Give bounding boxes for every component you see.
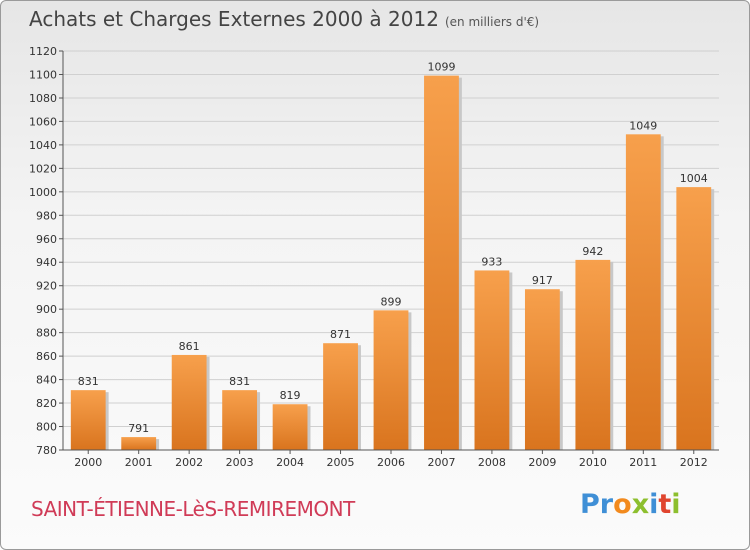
- bar: [121, 437, 157, 450]
- bar-value-label: 831: [78, 375, 99, 388]
- y-tick-label: 1060: [29, 115, 57, 128]
- bar: [272, 404, 308, 450]
- y-tick-label: 920: [36, 280, 57, 293]
- proxiti-logo: Proxiti: [580, 489, 681, 520]
- x-tick-label: 2007: [427, 456, 455, 469]
- y-tick-label: 960: [36, 233, 57, 246]
- bar: [424, 75, 459, 451]
- y-tick-label: 1000: [29, 186, 57, 199]
- bar-value-label: 831: [229, 375, 250, 388]
- chart-subtitle: (en milliers d'€): [444, 15, 540, 29]
- logo-letter: P: [580, 489, 600, 520]
- bar-value-label: 1049: [629, 119, 657, 132]
- bar: [323, 343, 358, 450]
- logo-letter: o: [613, 489, 632, 520]
- y-tick-label: 880: [36, 327, 57, 340]
- commune-name: SAINT-ÉTIENNE-LèS-REMIREMONT: [31, 497, 355, 521]
- bar-value-label: 942: [582, 245, 603, 258]
- bar-value-label: 861: [179, 340, 200, 353]
- bar: [676, 187, 712, 451]
- bar-value-label: 871: [330, 328, 351, 341]
- axes: 780 800 820 840 860 880 900 920 940 960 980 1000 102…: [29, 45, 719, 469]
- y-tick-label: 1120: [29, 45, 57, 58]
- y-tick-label: 900: [36, 303, 57, 316]
- logo-letter: i: [649, 489, 659, 520]
- y-tick-label: 1020: [29, 162, 57, 175]
- bar: [70, 390, 106, 450]
- y-tick-label: 840: [36, 374, 57, 387]
- bar-value-label: 1099: [427, 61, 455, 74]
- chart-title: Achats et Charges Externes 2000 à 2012 (e…: [29, 7, 539, 31]
- x-tick-label: 2005: [327, 456, 355, 469]
- bar-value-label: 933: [481, 255, 502, 268]
- x-tick-label: 2000: [74, 456, 102, 469]
- y-tick-label: 860: [36, 350, 57, 363]
- x-tick-label: 2010: [579, 456, 607, 469]
- bar-value-label: 791: [128, 422, 149, 435]
- y-tick-label: 1040: [29, 139, 57, 152]
- bars: 831 791 861 831 819 871 899 1099 933 917 942 1049 10…: [70, 61, 715, 451]
- bar: [474, 270, 510, 450]
- bar: [524, 289, 560, 450]
- logo-letter: r: [599, 489, 614, 520]
- y-tick-label: 1100: [29, 68, 57, 81]
- logo-letter: t: [658, 489, 672, 520]
- y-tick-label: 780: [36, 444, 57, 457]
- chart-title-text: Achats et Charges Externes 2000 à 2012: [29, 7, 439, 31]
- x-tick-label: 2009: [528, 456, 556, 469]
- y-tick-label: 820: [36, 397, 57, 410]
- bar: [575, 259, 611, 450]
- x-tick-label: 2002: [175, 456, 203, 469]
- bar: [625, 134, 661, 450]
- bar-value-label: 1004: [680, 172, 708, 185]
- x-tick-label: 2006: [377, 456, 405, 469]
- y-tick-label: 800: [36, 421, 57, 434]
- x-tick-label: 2001: [125, 456, 153, 469]
- x-tick-label: 2012: [680, 456, 708, 469]
- x-tick-label: 2011: [629, 456, 657, 469]
- x-tick-label: 2004: [276, 456, 304, 469]
- bar: [171, 354, 207, 450]
- logo-letter: x: [631, 489, 650, 520]
- x-tick-label: 2008: [478, 456, 506, 469]
- y-tick-label: 940: [36, 256, 57, 269]
- bar: [222, 390, 258, 450]
- bar: [373, 310, 409, 450]
- logo-letter: i: [671, 489, 681, 520]
- x-tick-label: 2003: [226, 456, 254, 469]
- y-tick-label: 1080: [29, 92, 57, 105]
- bar-value-label: 819: [280, 389, 301, 402]
- bar-value-label: 899: [381, 295, 402, 308]
- bar-value-label: 917: [532, 274, 553, 287]
- y-tick-label: 980: [36, 209, 57, 222]
